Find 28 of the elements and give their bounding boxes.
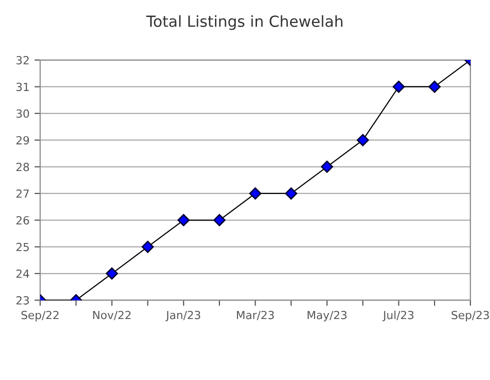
x-tick-label: Nov/22 bbox=[93, 310, 131, 320]
y-tick-label: 25 bbox=[16, 242, 29, 252]
point bbox=[177, 214, 190, 226]
y-tick-label: 29 bbox=[16, 136, 29, 144]
x-tick-label: May/23 bbox=[308, 310, 347, 322]
y-tick-label: 30 bbox=[16, 109, 30, 118]
point bbox=[356, 134, 369, 146]
point bbox=[142, 240, 154, 253]
y-tick-label: 31 bbox=[16, 82, 29, 92]
y-tick-label: 23 bbox=[16, 296, 29, 305]
y-tick-label: 26 bbox=[16, 216, 30, 225]
x-tick-label: Sep/22 bbox=[22, 310, 58, 322]
y-tick-label: 24 bbox=[16, 269, 30, 278]
y-tick-label: 32 bbox=[16, 56, 29, 64]
y-tick-label: 27 bbox=[16, 189, 29, 198]
x-tick-label: Mar/23 bbox=[236, 310, 274, 320]
point bbox=[320, 160, 334, 173]
point bbox=[106, 267, 118, 280]
point bbox=[428, 80, 441, 93]
y-tick-label: 28 bbox=[16, 162, 30, 172]
point bbox=[392, 80, 405, 93]
x-tick-label: Jul/23 bbox=[382, 310, 414, 322]
x-tick-label: Jan/23 bbox=[166, 310, 200, 322]
chart-title: Total Listings in Chewelah bbox=[146, 15, 342, 30]
point bbox=[249, 187, 262, 200]
x-tick-label: Sep/23 bbox=[452, 310, 489, 322]
point bbox=[213, 214, 226, 226]
point bbox=[285, 187, 298, 200]
